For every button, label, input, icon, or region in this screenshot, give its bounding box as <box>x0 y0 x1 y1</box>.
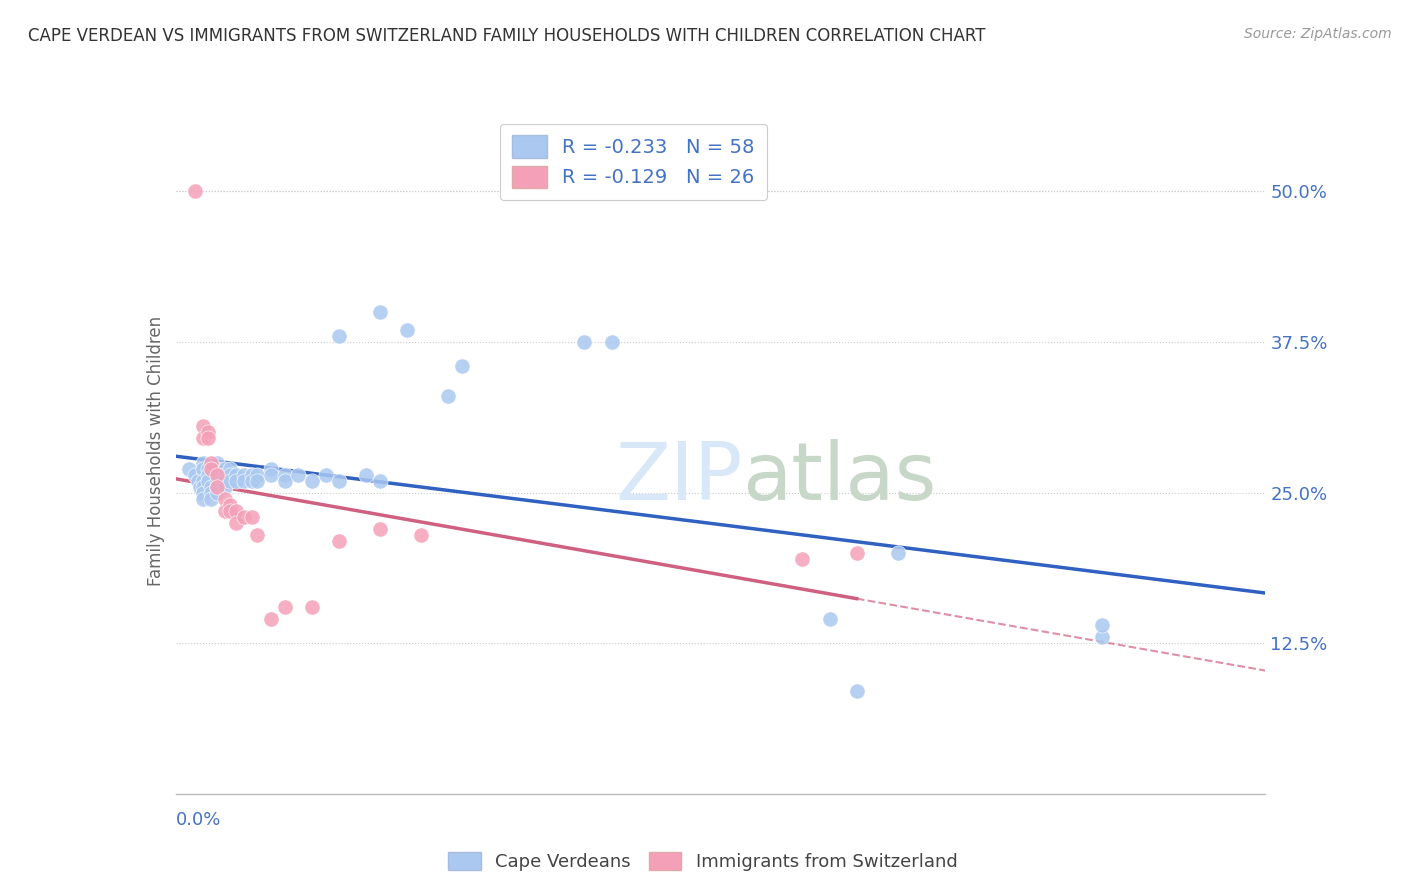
Point <box>301 600 323 615</box>
Point <box>845 546 868 560</box>
Point <box>191 456 214 470</box>
Point <box>191 461 214 475</box>
Point <box>845 684 868 698</box>
Point <box>574 334 596 349</box>
Text: atlas: atlas <box>742 439 936 517</box>
Point <box>205 480 228 494</box>
Point <box>328 533 350 548</box>
Text: CAPE VERDEAN VS IMMIGRANTS FROM SWITZERLAND FAMILY HOUSEHOLDS WITH CHILDREN CORR: CAPE VERDEAN VS IMMIGRANTS FROM SWITZERL… <box>28 27 986 45</box>
Point <box>191 480 214 494</box>
Point <box>219 498 242 512</box>
Point <box>246 528 269 542</box>
Point <box>301 474 323 488</box>
Point <box>368 522 391 536</box>
Point <box>792 552 814 566</box>
Point <box>246 474 269 488</box>
Point <box>191 485 214 500</box>
Point <box>205 474 228 488</box>
Point <box>214 461 236 475</box>
Point <box>214 480 236 494</box>
Point <box>328 474 350 488</box>
Point <box>191 419 214 434</box>
Point <box>219 467 242 482</box>
Point <box>188 480 211 494</box>
Point <box>205 461 228 475</box>
Point <box>356 467 378 482</box>
Point <box>232 509 254 524</box>
Point <box>886 546 908 560</box>
Point <box>219 504 242 518</box>
Text: Source: ZipAtlas.com: Source: ZipAtlas.com <box>1244 27 1392 41</box>
Point <box>205 485 228 500</box>
Point <box>450 359 472 373</box>
Text: 0.0%: 0.0% <box>176 811 221 829</box>
Point <box>197 461 219 475</box>
Point <box>214 467 236 482</box>
Point <box>225 516 247 530</box>
Point <box>328 329 350 343</box>
Point <box>191 491 214 506</box>
Point <box>274 600 297 615</box>
Point <box>240 509 263 524</box>
Point <box>214 504 236 518</box>
Point <box>214 474 236 488</box>
Point <box>179 461 201 475</box>
Point <box>219 474 242 488</box>
Point <box>200 491 222 506</box>
Point <box>197 431 219 445</box>
Point <box>219 461 242 475</box>
Point <box>205 467 228 482</box>
Point <box>200 456 222 470</box>
Point <box>1091 630 1114 644</box>
Point <box>818 612 841 626</box>
Point <box>1091 618 1114 632</box>
Point <box>260 467 283 482</box>
Point <box>368 474 391 488</box>
Point <box>240 474 263 488</box>
Legend: R = -0.233   N = 58, R = -0.129   N = 26: R = -0.233 N = 58, R = -0.129 N = 26 <box>501 124 766 200</box>
Point <box>214 491 236 506</box>
Point <box>200 485 222 500</box>
Point <box>232 474 254 488</box>
Point <box>232 467 254 482</box>
Point <box>409 528 432 542</box>
Point <box>191 431 214 445</box>
Point <box>191 474 214 488</box>
Point <box>186 474 209 488</box>
Legend: Cape Verdeans, Immigrants from Switzerland: Cape Verdeans, Immigrants from Switzerla… <box>441 845 965 879</box>
Point <box>197 474 219 488</box>
Point <box>205 456 228 470</box>
Point <box>396 323 419 337</box>
Point <box>240 467 263 482</box>
Point <box>225 504 247 518</box>
Y-axis label: Family Households with Children: Family Households with Children <box>146 316 165 585</box>
Text: ZIP: ZIP <box>614 439 742 517</box>
Point <box>197 425 219 440</box>
Point <box>205 467 228 482</box>
Point <box>200 480 222 494</box>
Point <box>225 467 247 482</box>
Point <box>437 389 460 403</box>
Point <box>315 467 337 482</box>
Point <box>260 612 283 626</box>
Point <box>200 461 222 475</box>
Point <box>184 467 207 482</box>
Point <box>184 185 207 199</box>
Point <box>260 461 283 475</box>
Point <box>287 467 309 482</box>
Point <box>600 334 623 349</box>
Point <box>368 305 391 319</box>
Point <box>246 467 269 482</box>
Point <box>274 467 297 482</box>
Point <box>205 480 228 494</box>
Point <box>225 474 247 488</box>
Point <box>197 467 219 482</box>
Point <box>274 474 297 488</box>
